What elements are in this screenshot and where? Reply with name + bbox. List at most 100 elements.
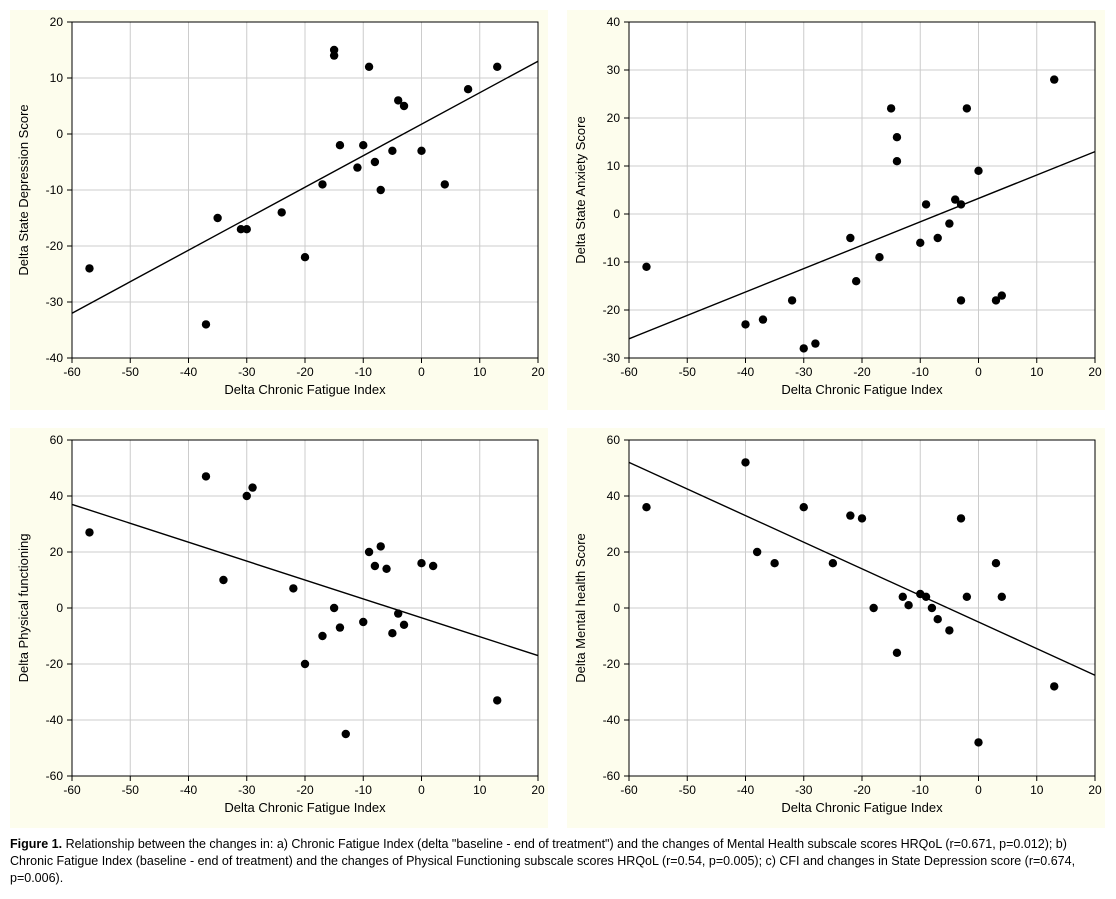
y-tick-label: 60: [607, 433, 621, 447]
data-point: [464, 85, 472, 93]
data-point: [759, 315, 767, 323]
x-tick-label: -30: [795, 783, 813, 797]
data-point: [359, 141, 367, 149]
data-point: [869, 604, 877, 612]
y-tick-label: 20: [607, 111, 621, 125]
data-point: [243, 492, 251, 500]
data-point: [493, 63, 501, 71]
data-point: [642, 263, 650, 271]
data-point: [893, 649, 901, 657]
data-point: [893, 133, 901, 141]
data-point: [945, 626, 953, 634]
y-tick-label: -40: [603, 713, 621, 727]
x-tick-label: -20: [296, 365, 314, 379]
y-tick-label: -40: [46, 713, 64, 727]
data-point: [642, 503, 650, 511]
x-tick-label: 0: [418, 783, 425, 797]
x-tick-label: -60: [620, 783, 638, 797]
scatter-plot: -60-50-40-30-20-1001020-30-20-1001020304…: [567, 10, 1105, 410]
y-tick-label: -20: [46, 657, 64, 671]
data-point: [916, 239, 924, 247]
x-tick-label: 0: [975, 365, 982, 379]
data-point: [829, 559, 837, 567]
x-tick-label: -20: [853, 365, 871, 379]
y-tick-label: -40: [46, 351, 64, 365]
x-axis-label: Delta Chronic Fatigue Index: [224, 382, 386, 397]
data-point: [922, 200, 930, 208]
x-tick-label: -40: [180, 365, 198, 379]
y-tick-label: 60: [50, 433, 64, 447]
panel-d: -60-50-40-30-20-1001020-60-40-200204060D…: [567, 428, 1105, 828]
data-point: [1050, 75, 1058, 83]
x-axis-label: Delta Chronic Fatigue Index: [781, 382, 943, 397]
data-point: [922, 593, 930, 601]
y-tick-label: -20: [603, 657, 621, 671]
data-point: [382, 565, 390, 573]
data-point: [904, 601, 912, 609]
data-point: [330, 46, 338, 54]
y-tick-label: 30: [607, 63, 621, 77]
y-tick-label: -30: [46, 295, 64, 309]
scatter-plot: -60-50-40-30-20-1001020-60-40-200204060D…: [10, 428, 548, 828]
y-tick-label: 10: [50, 71, 64, 85]
y-tick-label: 0: [56, 127, 63, 141]
data-point: [770, 559, 778, 567]
data-point: [811, 339, 819, 347]
data-point: [330, 604, 338, 612]
data-point: [800, 503, 808, 511]
x-tick-label: -20: [853, 783, 871, 797]
x-tick-label: -10: [912, 365, 930, 379]
y-tick-label: -10: [603, 255, 621, 269]
data-point: [741, 458, 749, 466]
y-tick-label: 0: [613, 207, 620, 221]
x-tick-label: -30: [238, 783, 256, 797]
y-tick-label: 40: [607, 15, 621, 29]
data-point: [846, 511, 854, 519]
x-tick-label: -50: [122, 365, 140, 379]
x-axis-label: Delta Chronic Fatigue Index: [224, 800, 386, 815]
x-tick-label: -10: [912, 783, 930, 797]
x-tick-label: -30: [238, 365, 256, 379]
y-tick-label: 20: [607, 545, 621, 559]
y-tick-label: -30: [603, 351, 621, 365]
y-tick-label: -60: [46, 769, 64, 783]
data-point: [1050, 682, 1058, 690]
x-tick-label: 20: [531, 365, 545, 379]
x-tick-label: -40: [737, 783, 755, 797]
figure-grid: -60 -50 -40 -30 -20 -10 0 10 20 -40 -30 -20 -10 0 10 20…: [10, 10, 1106, 828]
data-point: [875, 253, 883, 261]
y-tick-label: 0: [56, 601, 63, 615]
data-point: [441, 180, 449, 188]
x-tick-label: -50: [679, 783, 697, 797]
x-axis-label: Delta Chronic Fatigue Index: [781, 800, 943, 815]
y-tick-label: -10: [46, 183, 64, 197]
data-point: [788, 296, 796, 304]
data-point: [974, 738, 982, 746]
data-point: [998, 291, 1006, 299]
data-point: [957, 514, 965, 522]
data-point: [800, 344, 808, 352]
data-point: [934, 234, 942, 242]
data-point: [202, 472, 210, 480]
data-point: [957, 296, 965, 304]
y-axis-label: Delta Mental health Score: [573, 533, 588, 683]
data-point: [963, 104, 971, 112]
x-tick-label: 10: [473, 365, 487, 379]
x-tick-label: 20: [1088, 783, 1102, 797]
figure-caption: Figure 1. Relationship between the chang…: [10, 836, 1106, 887]
y-tick-label: 10: [607, 159, 621, 173]
panel-a: -60-50-40-30-20-1001020-40-30-20-1001020…: [10, 10, 548, 410]
x-tick-label: -60: [63, 365, 81, 379]
panel-c: -60-50-40-30-20-1001020-60-40-200204060D…: [10, 428, 548, 828]
data-point: [974, 167, 982, 175]
data-point: [899, 593, 907, 601]
x-tick-label: 20: [1088, 365, 1102, 379]
y-tick-label: -20: [46, 239, 64, 253]
data-point: [934, 615, 942, 623]
y-tick-label: 40: [607, 489, 621, 503]
y-tick-label: -60: [603, 769, 621, 783]
data-point: [945, 219, 953, 227]
data-point: [318, 632, 326, 640]
data-point: [846, 234, 854, 242]
data-point: [359, 618, 367, 626]
